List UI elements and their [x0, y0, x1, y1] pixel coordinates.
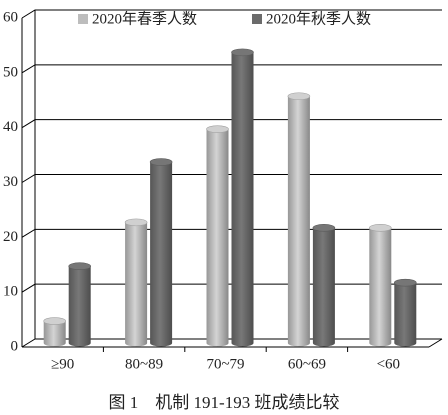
x-tick-label: 80~89 [125, 356, 163, 372]
bar-top [43, 317, 67, 325]
bar [368, 224, 392, 347]
y-tick-label: 60 [3, 9, 18, 25]
bar-top [287, 92, 311, 101]
floor-edge [428, 338, 443, 348]
caption: 图 1 机制 191-193 班成绩比较 [109, 393, 340, 412]
bar [287, 92, 311, 347]
bar-body [394, 282, 417, 347]
bar-top [206, 125, 229, 133]
bar [231, 48, 254, 347]
y-tick-label: 50 [3, 64, 18, 80]
bar-top [368, 224, 392, 232]
bar-body [287, 96, 310, 347]
bar-body [206, 129, 229, 347]
bar-top [312, 224, 336, 232]
bar-body [68, 266, 91, 347]
bar-top [68, 262, 91, 271]
y-tick-label: 0 [11, 338, 19, 354]
y-tick-label: 30 [3, 174, 18, 190]
bar-body [312, 227, 335, 347]
y-tick-label: 20 [3, 229, 18, 245]
bar-top [149, 158, 173, 166]
legend-swatch [78, 14, 88, 24]
bar [206, 125, 229, 347]
y-tick-label: 10 [3, 284, 18, 300]
bar-body [150, 162, 173, 347]
bar-top [231, 48, 254, 57]
legend-label: 2020年春季人数 [92, 10, 197, 27]
bar-body [125, 222, 148, 347]
y-tick-label: 40 [3, 119, 18, 135]
x-tick-label: <60 [377, 356, 400, 372]
legend-label: 2020年秋季人数 [266, 10, 371, 27]
bar [393, 278, 417, 347]
bar-top [124, 218, 148, 227]
x-tick-label: 70~79 [206, 356, 244, 372]
bar [68, 262, 91, 347]
legend-swatch [252, 14, 262, 24]
bar [43, 317, 67, 347]
x-tick-label: 60~69 [288, 356, 326, 372]
bar [312, 224, 336, 347]
bar-top [393, 278, 417, 287]
bar-body [231, 52, 254, 347]
bar [149, 158, 173, 347]
bar [124, 218, 148, 347]
x-tick-label: ≥90 [51, 356, 74, 372]
bar-body [43, 321, 66, 347]
bar-body [369, 227, 392, 347]
